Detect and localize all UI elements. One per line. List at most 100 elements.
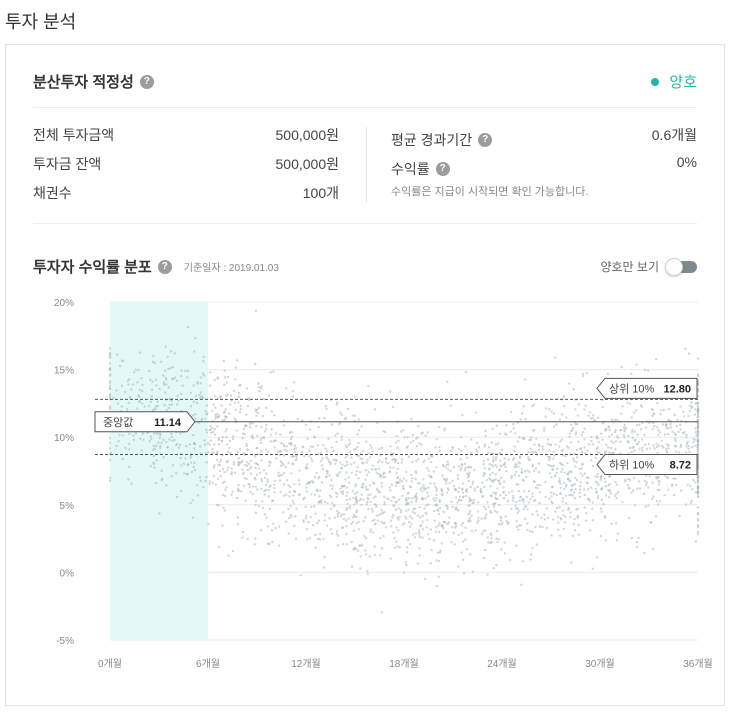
scatter-point	[651, 414, 654, 417]
scatter-point	[362, 462, 365, 465]
scatter-point	[554, 356, 557, 359]
scatter-point	[396, 545, 399, 548]
scatter-point	[128, 465, 131, 469]
scatter-point	[573, 517, 576, 521]
suitability-title: 분산투자 적정성	[33, 74, 134, 91]
scatter-point	[317, 453, 320, 456]
scatter-point	[454, 496, 458, 499]
scatter-point	[684, 347, 687, 350]
scatter-point	[325, 456, 328, 459]
scatter-point	[464, 466, 467, 470]
scatter-point	[550, 495, 553, 498]
scatter-point	[461, 414, 464, 417]
scatter-point	[245, 442, 248, 446]
scatter-point	[398, 498, 401, 501]
scatter-point	[339, 515, 343, 518]
scatter-point	[153, 361, 157, 365]
scatter-point	[571, 494, 574, 497]
scatter-point	[353, 515, 357, 518]
scatter-point	[669, 422, 672, 426]
scatter-point	[679, 423, 682, 427]
scatter-point	[367, 493, 370, 497]
scatter-point	[541, 525, 544, 529]
scatter-point	[222, 411, 226, 415]
scatter-point	[622, 434, 625, 437]
scatter-point	[415, 492, 418, 495]
scatter-point	[234, 418, 237, 422]
scatter-point	[221, 436, 225, 439]
scatter-point	[445, 491, 449, 494]
scatter-point	[304, 517, 308, 520]
scatter-point	[599, 476, 603, 480]
scatter-point	[240, 490, 243, 493]
scatter-point	[652, 495, 655, 498]
scatter-point	[435, 584, 438, 588]
status-dot-icon	[651, 77, 660, 86]
scatter-point	[543, 513, 546, 516]
scatter-point	[449, 470, 452, 473]
scatter-point	[655, 445, 659, 449]
scatter-point	[416, 562, 420, 565]
scatter-point	[571, 426, 575, 430]
scatter-point	[673, 432, 676, 435]
help-icon[interactable]: ?	[139, 74, 154, 89]
toggle-switch[interactable]	[665, 257, 697, 276]
scatter-point	[510, 474, 514, 478]
scatter-point	[108, 380, 112, 383]
scatter-point	[523, 437, 526, 441]
scatter-point	[391, 405, 395, 409]
scatter-point	[591, 519, 594, 522]
scatter-point	[317, 425, 320, 429]
scatter-point	[208, 480, 211, 483]
scatter-point	[451, 505, 454, 509]
scatter-point	[619, 440, 622, 443]
scatter-point	[377, 467, 381, 470]
scatter-point	[186, 472, 189, 476]
scatter-point	[268, 485, 271, 488]
scatter-point	[277, 471, 280, 474]
scatter-point	[503, 457, 506, 460]
scatter-point	[665, 449, 668, 453]
scatter-point	[491, 465, 495, 468]
scatter-point	[493, 510, 497, 513]
scatter-point	[224, 408, 227, 411]
scatter-point	[502, 463, 505, 466]
scatter-point	[260, 487, 263, 491]
scatter-point	[572, 522, 575, 526]
good-only-toggle[interactable]: 양호만 보기	[600, 257, 697, 276]
scatter-point	[109, 476, 112, 480]
scatter-point	[176, 394, 179, 398]
scatter-point	[469, 519, 472, 523]
help-icon[interactable]: ?	[478, 132, 493, 147]
scatter-point	[345, 525, 348, 528]
scatter-point	[341, 490, 345, 493]
scatter-point	[561, 468, 564, 471]
scatter-point	[260, 425, 263, 429]
scatter-point	[422, 478, 425, 481]
scatter-point	[246, 468, 249, 472]
scatter-point	[638, 423, 641, 426]
scatter-point	[323, 500, 327, 504]
scatter-point	[306, 437, 309, 440]
scatter-point	[253, 543, 256, 546]
help-icon[interactable]: ?	[157, 259, 172, 274]
scatter-point	[486, 573, 489, 576]
scatter-point	[356, 445, 359, 449]
scatter-point	[127, 383, 130, 386]
scatter-point	[561, 497, 565, 500]
scatter-point	[409, 441, 413, 444]
scatter-point	[236, 516, 240, 519]
scatter-point	[345, 486, 349, 489]
scatter-point	[635, 541, 639, 544]
scatter-point	[340, 435, 343, 438]
help-icon[interactable]: ?	[435, 161, 450, 176]
stat-balance: 투자금 잔액 500,000원	[33, 154, 339, 183]
scatter-point	[192, 384, 195, 387]
scatter-point	[696, 423, 700, 427]
scatter-point	[427, 469, 430, 472]
scatter-point	[254, 503, 257, 507]
scatter-point	[435, 487, 438, 490]
toggle-knob[interactable]	[665, 257, 683, 276]
scatter-point	[325, 469, 328, 473]
scatter-point	[225, 394, 228, 397]
